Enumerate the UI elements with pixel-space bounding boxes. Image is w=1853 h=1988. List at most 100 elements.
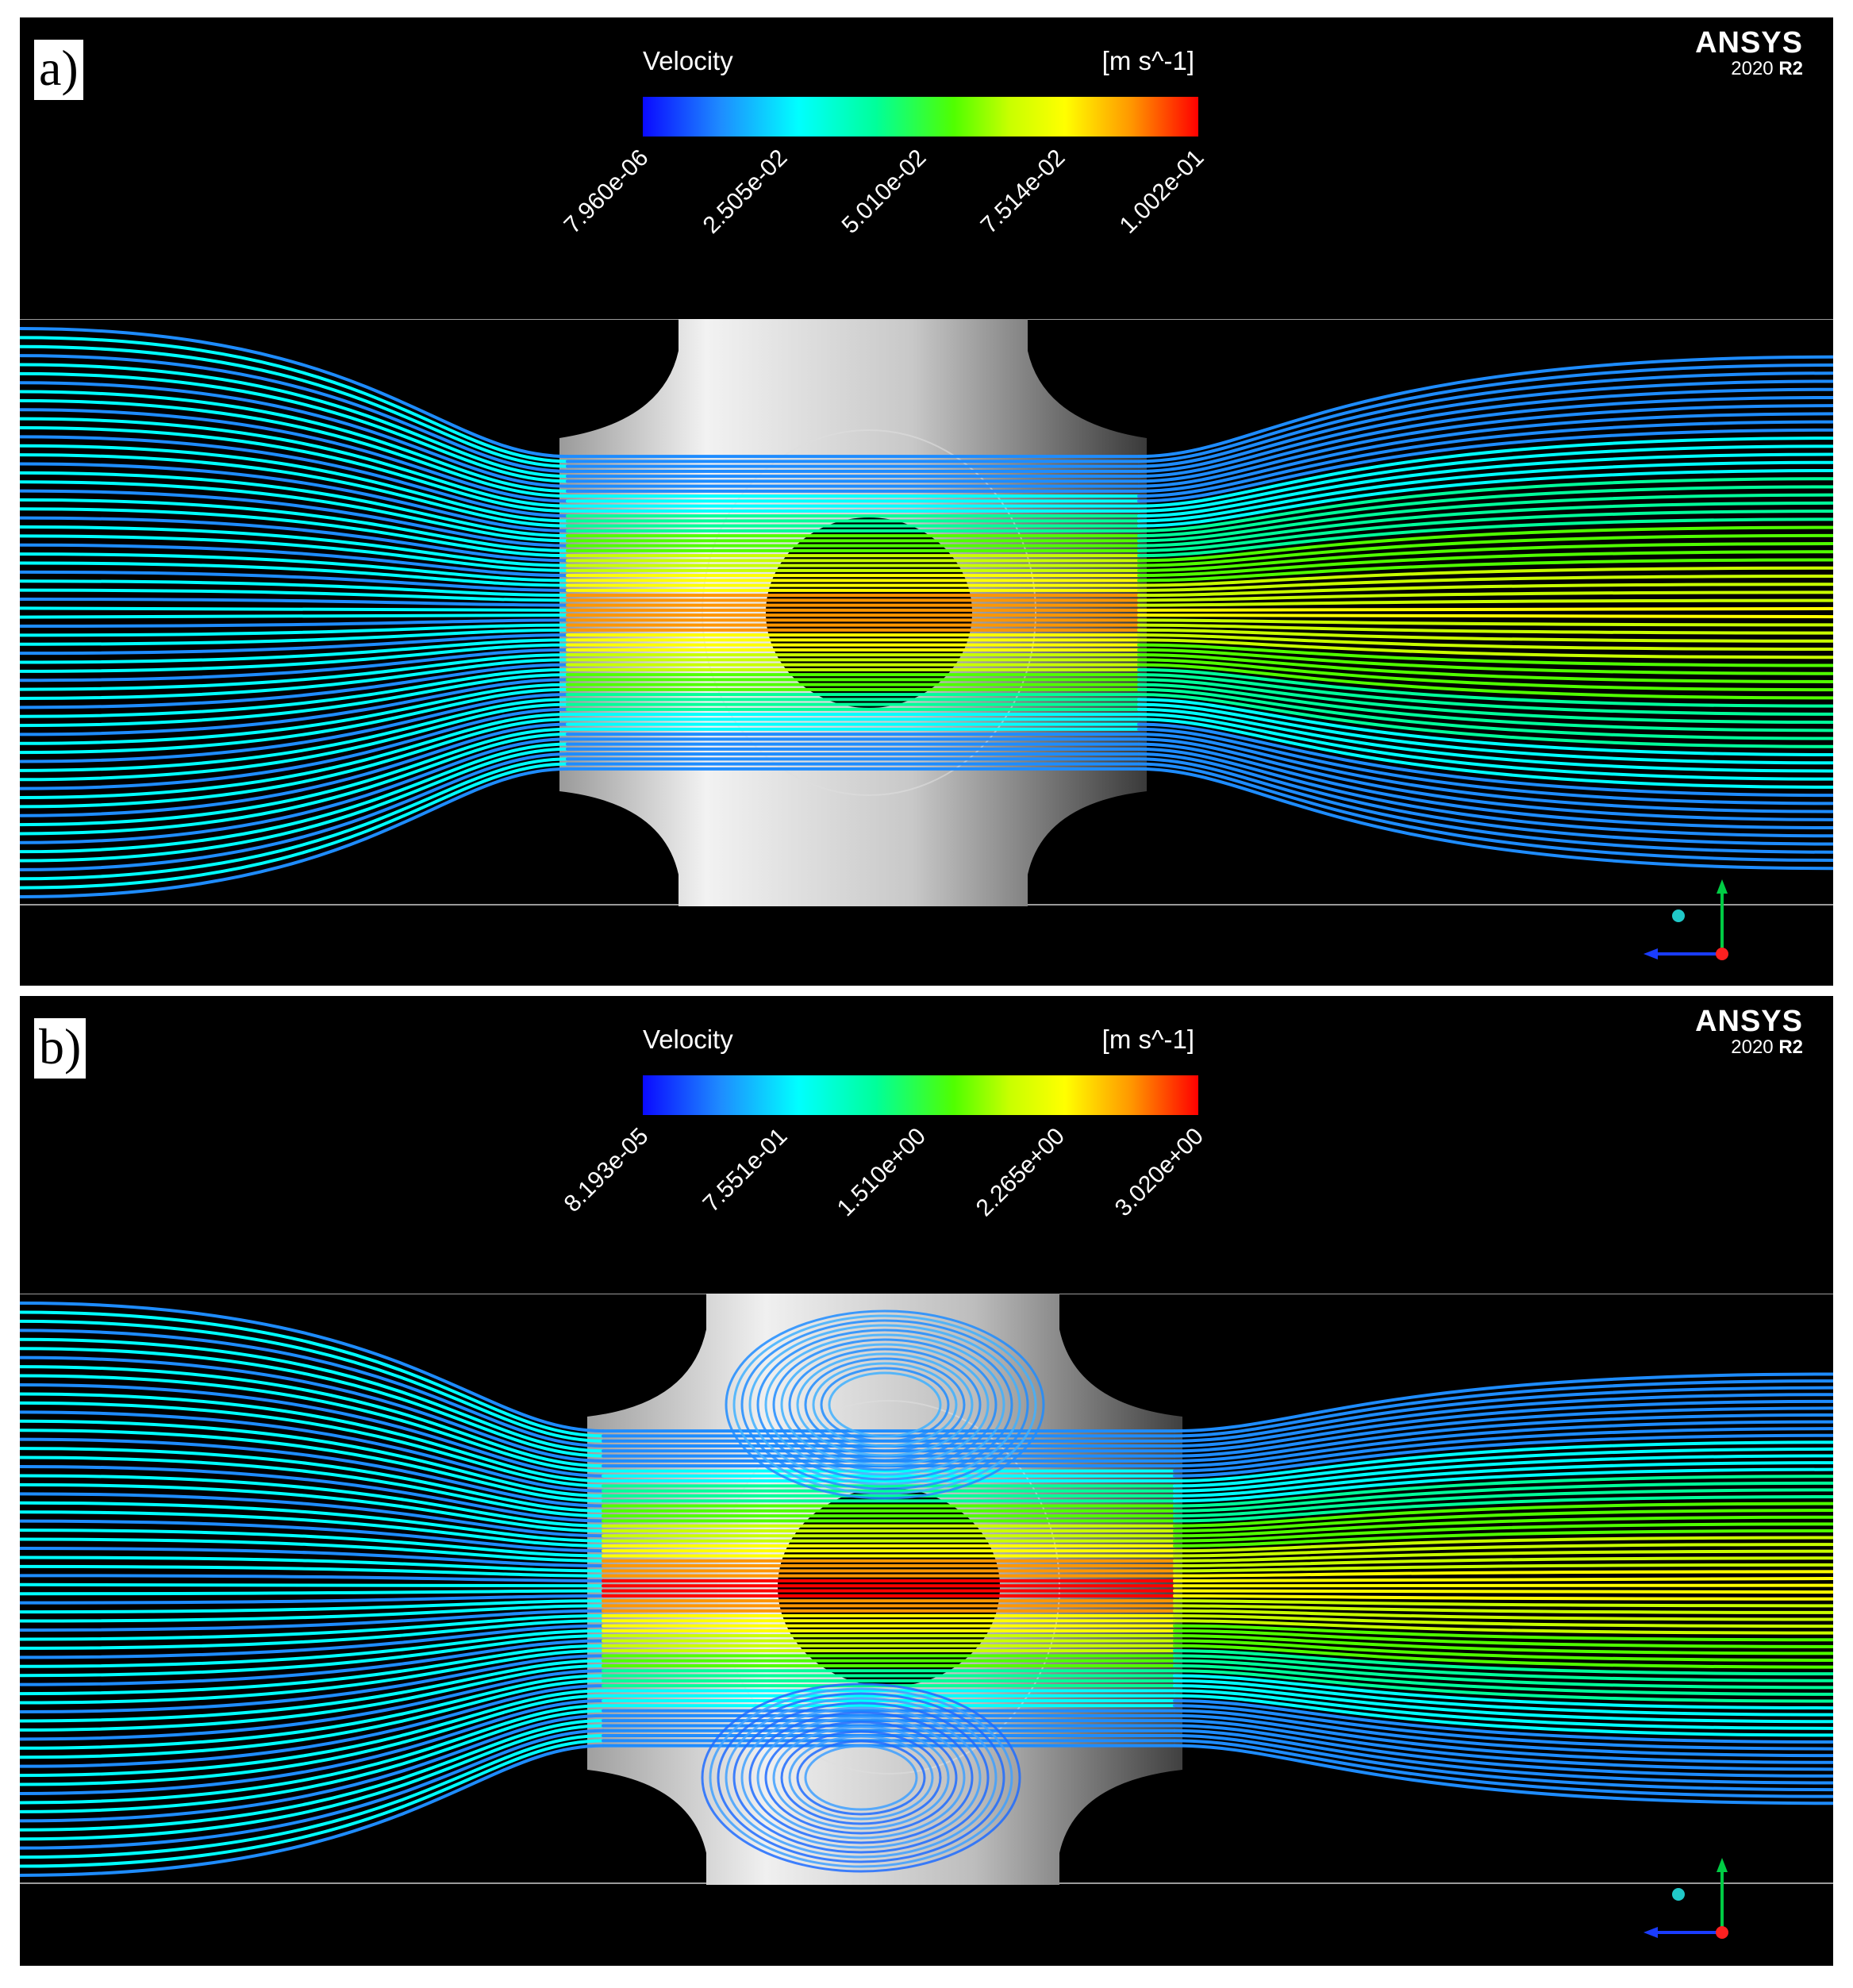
- streamline: [20, 707, 569, 790]
- streamline: [20, 1649, 605, 1705]
- streamline: [1173, 1613, 1833, 1628]
- streamline: [20, 1383, 605, 1478]
- streamline: [1173, 1744, 1833, 1805]
- brand-version: 2020 R2: [1695, 59, 1803, 79]
- colorbar-tick: 7.960e-06: [559, 144, 654, 239]
- streamline: [20, 507, 569, 558]
- streamline: [20, 1619, 605, 1650]
- streamline: [20, 1639, 605, 1686]
- streamline: [20, 1709, 605, 1813]
- streamline: [1173, 1663, 1833, 1696]
- streamline: [20, 552, 569, 583]
- streamline: [725, 1697, 998, 1859]
- streamline: [20, 1410, 605, 1493]
- streamline: [20, 336, 569, 463]
- streamline: [1173, 1634, 1833, 1655]
- streamline: [1137, 702, 1833, 765]
- streamline: [748, 1324, 1021, 1486]
- streamline: [1137, 412, 1833, 493]
- streamline: [20, 1537, 605, 1563]
- streamline: [20, 588, 569, 602]
- streamline: [20, 371, 569, 483]
- origin-marker: [1672, 909, 1685, 922]
- streamline: [1173, 1577, 1833, 1582]
- streamline: [1173, 1475, 1833, 1508]
- streamline: [20, 643, 569, 673]
- streamline: [20, 747, 569, 863]
- streamline: [20, 534, 569, 572]
- streamline: [804, 1357, 966, 1452]
- axis-triad: [1631, 875, 1750, 970]
- streamline: [1137, 590, 1833, 602]
- streamline: [1173, 1589, 1833, 1594]
- streamline: [1173, 1440, 1833, 1483]
- release-tag: R2: [1778, 58, 1803, 79]
- axis-triad: [1631, 1853, 1750, 1948]
- streamline: [20, 1628, 605, 1668]
- y-axis-arrowhead: [1717, 879, 1728, 894]
- colorbar-tick: 7.551e-01: [698, 1123, 793, 1217]
- streamline: [20, 762, 569, 890]
- streamline: [1173, 1379, 1833, 1438]
- streamline: [1173, 1502, 1833, 1528]
- streamline: [1137, 509, 1833, 552]
- streamlines: [20, 1302, 1833, 1877]
- panel-a: a) ANSYS 2020 R2 Velocity [m s^-1] 7.960…: [20, 17, 1833, 986]
- streamline: [20, 1604, 605, 1623]
- version-number: 2020: [1731, 58, 1774, 79]
- streamline: [1137, 606, 1833, 612]
- panel-label: b): [34, 1018, 86, 1079]
- streamline: [1173, 1639, 1833, 1662]
- streamline: [20, 1455, 605, 1518]
- streamline: [756, 1716, 966, 1840]
- streamline: [1137, 623, 1833, 635]
- streamline: [20, 687, 569, 755]
- streamline: [1173, 1515, 1833, 1538]
- streamline: [1137, 542, 1833, 572]
- streamline: [1137, 638, 1833, 659]
- streamline: [20, 444, 569, 523]
- streamline: [20, 543, 569, 578]
- streamline: [1173, 1467, 1833, 1503]
- colorbar-tick: 8.193e-05: [559, 1123, 654, 1217]
- streamline: [1173, 1488, 1833, 1518]
- streamline: [1173, 1481, 1833, 1513]
- streamline: [20, 663, 569, 709]
- streamline: [1173, 1522, 1833, 1543]
- streamline: [732, 1702, 990, 1854]
- streamline: [20, 570, 569, 592]
- streamline: [1173, 1628, 1833, 1648]
- colorbar: [643, 97, 1198, 137]
- streamline: [20, 1654, 605, 1713]
- streamline: [820, 1367, 950, 1443]
- streamline: [780, 1343, 990, 1467]
- streamline: [20, 1555, 605, 1573]
- streamline: [1173, 1594, 1833, 1601]
- streamline: [20, 1659, 605, 1723]
- streamline: [1137, 574, 1833, 592]
- streamline: [1173, 1728, 1833, 1785]
- flow-scene: [20, 319, 1833, 906]
- streamline: [1137, 379, 1833, 473]
- streamline: [1173, 1659, 1833, 1690]
- colorbar-unit: [m s^-1]: [1101, 1025, 1194, 1054]
- streamline: [1173, 1386, 1833, 1443]
- streamline: [20, 722, 569, 817]
- colorbar-title: Velocity: [643, 46, 733, 75]
- streamline: [20, 1519, 605, 1553]
- streamline: [1137, 678, 1833, 725]
- streamline: [20, 1634, 605, 1678]
- streamline: [20, 1669, 605, 1741]
- streamline: [1137, 673, 1833, 716]
- streamline: [1137, 404, 1833, 488]
- x-axis-dot: [1716, 1926, 1728, 1939]
- flow-domain: [20, 319, 1833, 906]
- streamline: [1137, 618, 1833, 627]
- streamline: [1137, 452, 1833, 518]
- streamline: [1173, 1699, 1833, 1744]
- streamline: [1137, 444, 1833, 513]
- streamline: [1173, 1678, 1833, 1717]
- streamline: [20, 1704, 605, 1805]
- streamline: [1137, 742, 1833, 830]
- brand-name: ANSYS: [1695, 26, 1803, 60]
